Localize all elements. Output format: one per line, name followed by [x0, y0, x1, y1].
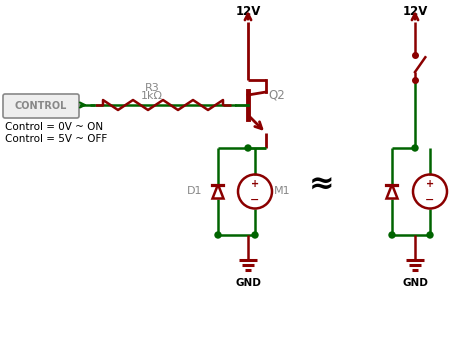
Circle shape — [389, 232, 395, 238]
Text: D1: D1 — [186, 187, 202, 196]
Text: +: + — [426, 179, 434, 189]
Circle shape — [252, 232, 258, 238]
Text: CONTROL: CONTROL — [15, 101, 67, 111]
Text: ≈: ≈ — [309, 170, 335, 199]
Text: 12V: 12V — [402, 5, 428, 18]
Circle shape — [245, 145, 251, 151]
FancyBboxPatch shape — [3, 94, 79, 118]
Circle shape — [215, 232, 221, 238]
Text: 1kΩ: 1kΩ — [141, 91, 163, 101]
Text: +: + — [251, 179, 259, 189]
Text: Q2: Q2 — [268, 89, 285, 101]
Text: R3: R3 — [145, 83, 159, 93]
Circle shape — [412, 145, 418, 151]
Text: −: − — [425, 195, 435, 205]
Text: GND: GND — [402, 278, 428, 288]
Text: GND: GND — [235, 278, 261, 288]
Text: Control = 5V ~ OFF: Control = 5V ~ OFF — [5, 134, 107, 144]
Text: Control = 0V ~ ON: Control = 0V ~ ON — [5, 122, 103, 132]
Text: −: − — [250, 195, 260, 205]
Circle shape — [427, 232, 433, 238]
Text: M1: M1 — [274, 187, 291, 196]
Text: 12V: 12V — [235, 5, 261, 18]
